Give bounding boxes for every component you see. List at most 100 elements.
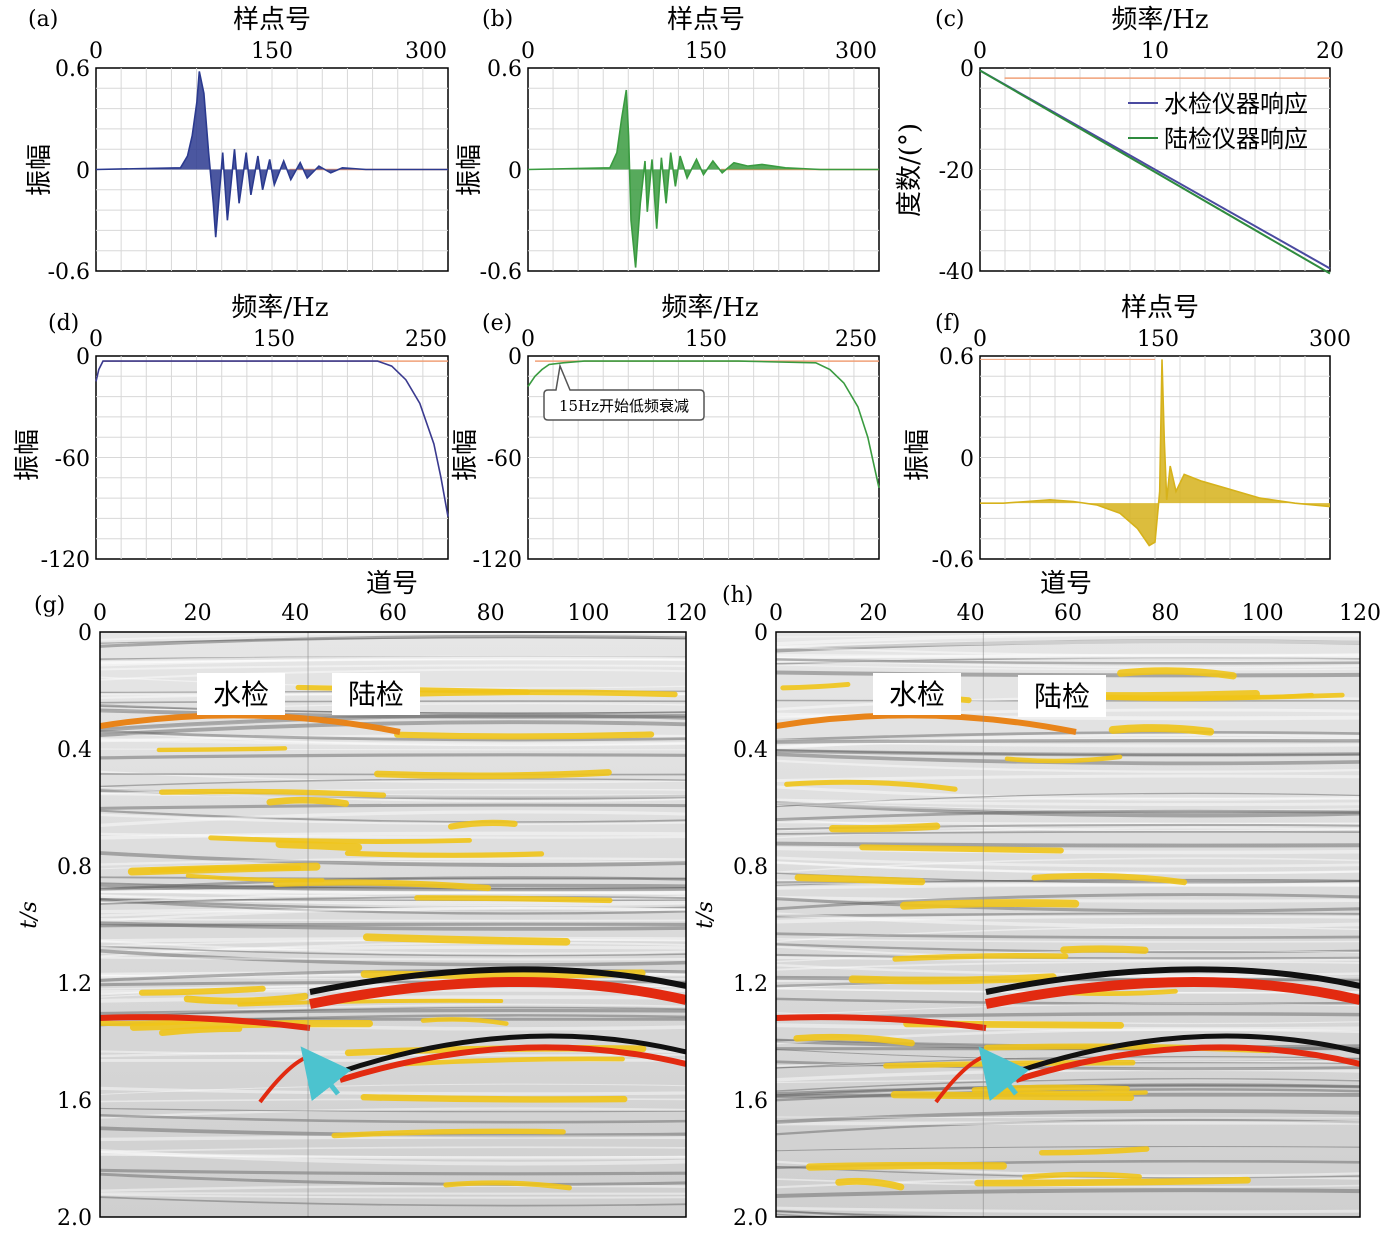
seismic-reflector-yellow xyxy=(394,731,655,740)
arrow-indicator-g xyxy=(300,1046,352,1102)
seismic-texture-band xyxy=(100,945,686,954)
panel-a-xtick-0: 0 xyxy=(89,39,103,64)
seismic-texture-band xyxy=(100,882,686,890)
panel-a-title: 样点号 xyxy=(233,5,311,35)
seismic-reflector-yellow xyxy=(237,998,504,1007)
seismic-texture-band xyxy=(776,785,1360,801)
seismic-texture-band xyxy=(776,1206,1360,1214)
seismic-texture-band xyxy=(776,1116,1360,1119)
y-tick-label: 0 xyxy=(78,621,92,646)
x-tick-label: 20 xyxy=(859,601,887,626)
legend-label-geophone: 陆检仪器响应 xyxy=(1164,125,1308,153)
panel-c-xtick-2: 20 xyxy=(1316,39,1344,64)
seismic-texture-band xyxy=(100,1006,686,1019)
panel-a-ytick-2: -0.6 xyxy=(48,260,90,285)
x-tick-label: 0 xyxy=(769,601,783,626)
panel-b-ytick-2: -0.6 xyxy=(480,260,522,285)
seismic-texture-band xyxy=(776,960,1360,971)
seismic-reflector-yellow xyxy=(971,1084,1130,1093)
seismic-texture-band xyxy=(776,736,1360,749)
seismic-reflector-yellow xyxy=(373,769,612,780)
panel-g-label: (g) xyxy=(34,593,65,618)
seismic-reflector-yellow xyxy=(794,874,926,886)
series-line-2 xyxy=(979,69,1331,275)
y-tick-label: 0.4 xyxy=(57,738,92,763)
x-tick-label: 120 xyxy=(1339,601,1381,626)
panel-h: (h) 道号 0 20 40 60 80 100 120 0 0.4 0.8 1.2 1.6 2.0 t… xyxy=(693,569,1381,1231)
seismic-texture-band xyxy=(100,637,686,644)
seismic-reflector-yellow xyxy=(158,788,387,798)
x-tick-label: 100 xyxy=(567,601,609,626)
seismic-texture-band xyxy=(100,949,686,967)
seismic-texture-band xyxy=(100,720,686,738)
panel-e-title: 频率/Hz xyxy=(661,293,758,323)
seismic-texture-band xyxy=(776,797,1360,805)
panel-b: (b) 样点号 0 150 300 0.6 0 -0.6 振幅 xyxy=(455,5,880,285)
x-tick-label: 80 xyxy=(477,601,505,626)
seismic-reflector-yellow xyxy=(344,850,545,858)
seismic-reflector-yellow xyxy=(447,819,518,830)
seismic-reflector-yellow xyxy=(784,779,958,792)
x-tick-label: 20 xyxy=(184,601,212,626)
y-tick-label: 0.4 xyxy=(733,738,768,763)
seismic-reflector-yellow xyxy=(362,933,571,946)
seismic-reflector-red xyxy=(1015,1044,1360,1083)
seismic-texture-band xyxy=(100,708,686,719)
seismic-reflector-black xyxy=(339,1033,686,1075)
seismic-texture-band xyxy=(100,939,686,955)
seismic-texture-band xyxy=(776,1188,1360,1198)
panel-e-xtick-2: 250 xyxy=(835,327,877,352)
seismic-texture-band xyxy=(100,1113,686,1124)
tag-geophone-h: 陆检 xyxy=(1034,680,1090,713)
seismic-texture-band xyxy=(100,995,686,1003)
seismic-reflector-yellow xyxy=(1117,667,1237,680)
seismic-texture-band xyxy=(776,653,1360,660)
seismic-texture-band xyxy=(776,732,1360,750)
x-tick-label: 40 xyxy=(281,601,309,626)
seismic-texture-band xyxy=(100,1107,686,1119)
panel-h-xlabel: 道号 xyxy=(1040,569,1092,599)
seismic-texture-band xyxy=(100,655,686,664)
seismic-texture-band xyxy=(776,801,1360,818)
seismic-texture-band xyxy=(776,955,1360,962)
seismic-reflector-yellow xyxy=(780,681,851,691)
seismic-texture-band xyxy=(776,1003,1360,1017)
panel-f-xtick-2: 300 xyxy=(1309,327,1351,352)
seismic-reflector-yellow xyxy=(1021,1171,1142,1180)
seismic-reflector-orange xyxy=(100,712,401,735)
y-tick-label: 1.6 xyxy=(57,1089,92,1114)
seismic-texture-band xyxy=(776,659,1360,665)
seismic-texture-band xyxy=(100,656,686,665)
seismic-reflector-yellow xyxy=(1108,724,1215,736)
seismic-texture-band xyxy=(100,1193,686,1199)
seismic-texture-band xyxy=(776,1118,1360,1136)
seismic-texture-band xyxy=(776,639,1360,653)
seismic-reflector-yellow xyxy=(883,1059,1136,1069)
seismic-reflector-yellow xyxy=(183,992,309,1005)
panel-b-ylabel: 振幅 xyxy=(455,144,485,196)
seismic-reflector-yellow xyxy=(997,1088,1148,1096)
panel-a-xtick-1: 150 xyxy=(251,39,293,64)
panel-b-title: 样点号 xyxy=(667,5,745,35)
seismic-texture-band xyxy=(100,1148,686,1166)
seismic-reflector-yellow xyxy=(848,973,1057,985)
seismic-reflector-yellow xyxy=(1060,945,1149,954)
seismic-texture-band xyxy=(100,810,686,828)
seismic-texture-band xyxy=(776,1145,1360,1152)
seismic-texture-band xyxy=(100,918,686,922)
seismic-reflector-red xyxy=(776,1014,987,1031)
x-tick-label: 60 xyxy=(379,601,407,626)
seismic-texture-band xyxy=(100,1172,686,1186)
seismic-texture-band xyxy=(776,912,1360,918)
seismic-texture-band xyxy=(100,907,686,917)
seismic-texture-band xyxy=(100,921,686,931)
seismic-reflector-yellow xyxy=(1031,872,1188,886)
seismic-texture-band xyxy=(100,899,686,915)
panel-a: (a) 样点号 0 150 300 0.6 0 -0.6 振幅 xyxy=(25,5,449,285)
seismic-reflector-yellow xyxy=(403,1056,625,1067)
seismic-texture-band xyxy=(776,821,1360,825)
panel-g: (g) 道号 0 20 40 60 80 100 120 0 0.4 0.8 1.2 1.6 2.0 t… xyxy=(17,569,707,1231)
legend-label-hydrophone: 水检仪器响应 xyxy=(1164,90,1308,118)
seismic-texture-band xyxy=(100,1003,686,1018)
seismic-section-g xyxy=(100,632,686,1217)
